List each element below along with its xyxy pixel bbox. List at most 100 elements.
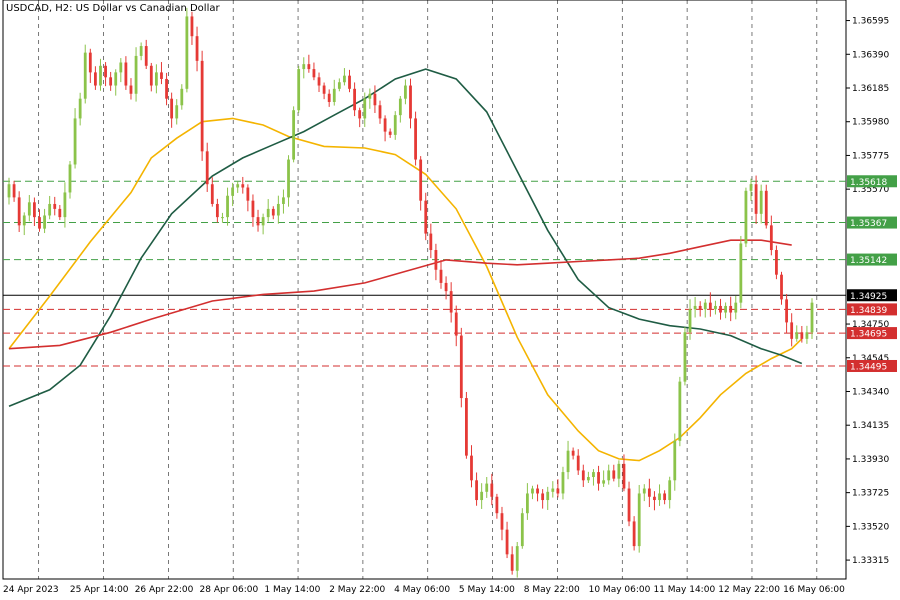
candle-body [714,305,717,310]
candle-body [154,72,158,86]
candle [393,111,397,140]
y-tick-label: 1.33930 [852,455,889,465]
candle [33,197,36,227]
candle [88,48,92,83]
candle-body [378,105,382,119]
candle-body [27,202,31,216]
candle [520,508,524,549]
candle-body [210,184,214,204]
candle-body [160,72,163,79]
candle-body [363,98,367,119]
candle-body [22,215,26,226]
candle [764,184,768,229]
candle-body [531,488,534,494]
candle-body [165,78,168,99]
candle [119,58,123,83]
candle-body [388,131,392,135]
candle [622,454,626,492]
candle-body [439,269,443,283]
candle [515,541,519,578]
candle-body [642,488,646,494]
candle [754,175,758,224]
candle [73,108,77,169]
ma-line-1 [8,117,803,462]
x-tick-label: 28 Apr 06:00 [200,585,259,595]
candle [48,195,52,220]
candle [439,260,443,289]
candles [7,7,814,578]
candle [144,39,148,70]
candle [795,325,799,342]
candle-body [719,305,722,313]
candle-body [383,118,387,132]
candle [607,464,611,485]
candle-body [48,203,52,216]
candle [185,7,189,93]
y-tick-label: 1.36185 [852,84,889,94]
candle [703,299,707,318]
candle [597,465,600,491]
y-tick-label: 1.33520 [852,522,889,532]
candle-body [465,398,468,456]
candle-body [205,151,209,185]
candle [536,484,539,502]
candle-body [246,187,250,201]
candle [307,54,311,73]
candle-body [343,75,346,83]
candle-body [104,65,107,78]
candle [419,156,423,211]
y-tick-label: 1.35570 [852,185,889,195]
candle [337,78,341,92]
candle [246,184,250,212]
candle [749,178,753,201]
candle-body [739,243,743,303]
candle [658,484,661,506]
candle [256,209,260,232]
candle-body [322,85,326,94]
candle [261,213,265,235]
candle-body [495,496,499,514]
candle [297,65,301,113]
candle [332,79,336,106]
candle [744,187,748,248]
y-tick-label: 1.34545 [852,354,889,364]
candle [708,292,712,317]
candle-body [703,302,707,310]
candle-body [764,190,768,226]
candle [683,327,687,386]
candle-body [632,521,636,547]
candle-body [7,184,11,198]
candle-body [215,203,219,218]
candle [475,472,478,506]
candle [759,184,763,224]
candle [12,180,16,202]
candle-body [317,77,321,86]
candle [251,194,255,227]
level-tag [847,216,897,229]
candle [739,235,743,309]
ma-line-3 [8,239,792,350]
candle [546,486,550,510]
candle-body [109,77,113,86]
candle [714,300,717,315]
x-tick-label: 4 May 06:00 [394,585,450,595]
candle [490,473,494,506]
candle-body [536,488,539,494]
candle-body [94,72,97,86]
candle-body [637,493,641,547]
candle-body [647,488,651,497]
candle-body [546,491,550,501]
candle [810,298,814,340]
candle [383,115,387,142]
candle [668,476,672,509]
candle-body [759,190,763,214]
candle-body [454,312,458,336]
candle-body [510,554,514,571]
candle-body [332,88,336,102]
candle [17,191,21,232]
candle-body [282,197,285,204]
level-tag-label: 1.34495 [850,362,887,372]
candle-body [775,250,778,275]
candle [775,245,778,280]
